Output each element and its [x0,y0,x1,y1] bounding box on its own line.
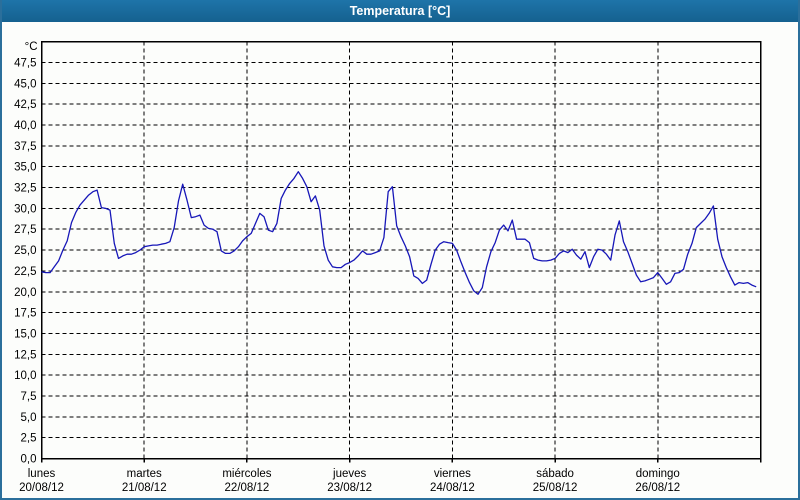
y-tick-label: 45,0 [14,78,36,90]
window-title: Temperatura [°C] [349,4,451,18]
y-tick-label: 27,5 [14,224,36,236]
y-tick-label: 10,0 [14,370,36,382]
y-tick-label: 32,5 [14,183,36,195]
y-tick-label: 42,5 [14,99,36,111]
day-date-label: 25/08/12 [533,482,578,494]
y-tick-label: 47,5 [14,58,36,70]
y-tick-label: 15,0 [14,328,36,340]
day-date-label: 26/08/12 [635,482,680,494]
y-tick-label: 2,5 [21,433,37,445]
title-bar: Temperatura [°C] [2,0,798,22]
temperature-chart: 0,0 2,5 5,0 7,5 10,0 12,5 15,0 17,5 20,0 22,5 25,0… [14,40,762,494]
y-tick-label: 7,5 [21,391,37,403]
y-tick-label: 17,5 [14,308,36,320]
day-name-label: lunes [28,468,56,480]
plot-border [40,40,762,460]
y-tick-label: 25,0 [14,245,36,257]
y-tick-label: 12,5 [14,349,36,361]
day-date-label: 23/08/12 [327,482,372,494]
day-date-label: 22/08/12 [225,482,270,494]
temperature-series-line [41,171,757,295]
chart-area: 0,0 2,5 5,0 7,5 10,0 12,5 15,0 17,5 20,0 22,5 25,0… [2,22,798,498]
day-name-label: domingo [636,468,680,480]
day-name-label: sábado [536,468,574,480]
day-date-label: 20/08/12 [19,482,64,494]
day-date-label: 24/08/12 [430,482,475,494]
day-name-label: martes [127,468,162,480]
y-tick-label: 37,5 [14,141,36,153]
day-name-label: miércoles [222,468,271,480]
day-name-label: jueves [332,468,366,480]
y-tick-label: 5,0 [21,412,37,424]
day-name-label: viernes [434,468,471,480]
y-tick-label: 0,0 [21,454,37,466]
day-date-label: 21/08/12 [122,482,167,494]
y-axis-unit-label: °C [25,41,38,53]
y-tick-label: 20,0 [14,287,36,299]
y-tick-label: 22,5 [14,266,36,278]
y-tick-label: 40,0 [14,120,36,132]
y-tick-label: 35,0 [14,162,36,174]
y-tick-label: 30,0 [14,203,36,215]
